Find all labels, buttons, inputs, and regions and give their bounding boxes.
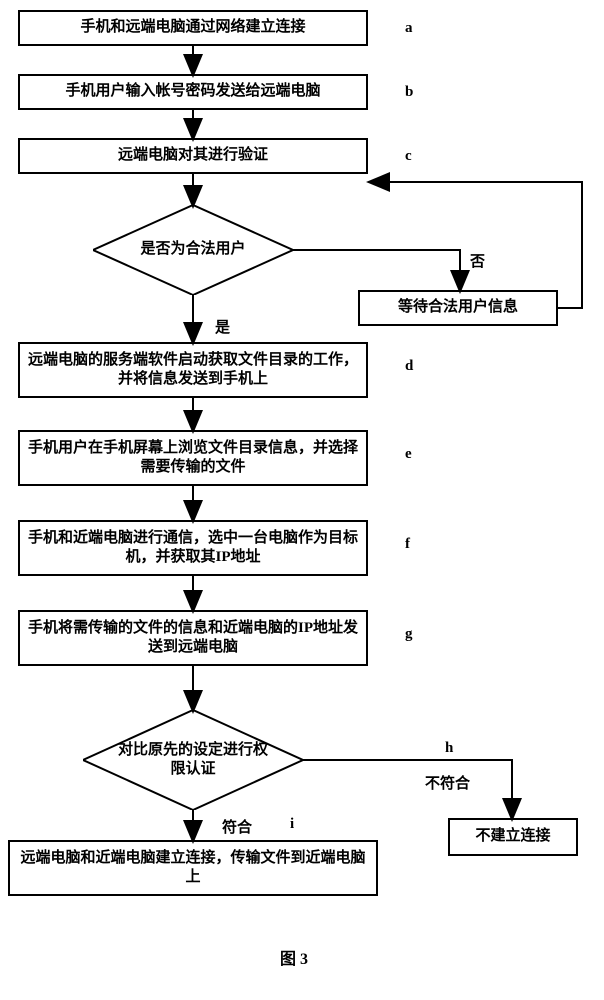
box-g: 手机将需传输的文件的信息和近端电脑的IP地址发送到远端电脑 bbox=[18, 610, 368, 666]
label-e: e bbox=[405, 446, 412, 463]
diamond-legal-user: 是否为合法用户 bbox=[93, 205, 293, 295]
box-i: 远端电脑和近端电脑建立连接，传输文件到近端电脑上 bbox=[8, 840, 378, 896]
box-wait-text: 等待合法用户信息 bbox=[398, 298, 518, 318]
diamond1-text: 是否为合法用户 bbox=[140, 240, 245, 260]
edge-label-no: 否 bbox=[470, 250, 485, 271]
edge-label-h: h bbox=[445, 740, 453, 757]
diamond2-text: 对比原先的设定进行权限认证 bbox=[113, 741, 273, 780]
box-noconn-text: 不建立连接 bbox=[475, 827, 550, 847]
box-a: 手机和远端电脑通过网络建立连接 bbox=[18, 10, 368, 46]
label-c: c bbox=[405, 148, 412, 165]
box-d-text: 远端电脑的服务端软件启动获取文件目录的工作，并将信息发送到手机上 bbox=[28, 351, 358, 390]
label-g: g bbox=[405, 626, 413, 643]
edge-label-fit: 符合 bbox=[222, 816, 252, 837]
box-i-text: 远端电脑和近端电脑建立连接，传输文件到近端电脑上 bbox=[18, 849, 368, 888]
diamond-auth: 对比原先的设定进行权限认证 bbox=[83, 710, 303, 810]
box-f-text: 手机和近端电脑进行通信，选中一台电脑作为目标机，并获取其IP地址 bbox=[28, 529, 358, 568]
box-e-text: 手机用户在手机屏幕上浏览文件目录信息，并选择需要传输的文件 bbox=[28, 439, 358, 478]
box-wait: 等待合法用户信息 bbox=[358, 290, 558, 326]
edge-label-nofit: 不符合 bbox=[425, 772, 470, 793]
edge-label-i: i bbox=[290, 816, 294, 833]
box-d: 远端电脑的服务端软件启动获取文件目录的工作，并将信息发送到手机上 bbox=[18, 342, 368, 398]
figure-caption: 图 3 bbox=[280, 945, 308, 969]
box-noconn: 不建立连接 bbox=[448, 818, 578, 856]
label-b: b bbox=[405, 84, 413, 101]
edge-label-yes: 是 bbox=[215, 316, 230, 337]
box-f: 手机和近端电脑进行通信，选中一台电脑作为目标机，并获取其IP地址 bbox=[18, 520, 368, 576]
label-a: a bbox=[405, 20, 413, 37]
box-a-text: 手机和远端电脑通过网络建立连接 bbox=[80, 18, 305, 38]
box-c: 远端电脑对其进行验证 bbox=[18, 138, 368, 174]
box-e: 手机用户在手机屏幕上浏览文件目录信息，并选择需要传输的文件 bbox=[18, 430, 368, 486]
label-f: f bbox=[405, 536, 410, 553]
box-g-text: 手机将需传输的文件的信息和近端电脑的IP地址发送到远端电脑 bbox=[28, 619, 358, 658]
box-b: 手机用户输入帐号密码发送给远端电脑 bbox=[18, 74, 368, 110]
box-b-text: 手机用户输入帐号密码发送给远端电脑 bbox=[65, 82, 320, 102]
box-c-text: 远端电脑对其进行验证 bbox=[118, 146, 268, 166]
label-d: d bbox=[405, 358, 413, 375]
